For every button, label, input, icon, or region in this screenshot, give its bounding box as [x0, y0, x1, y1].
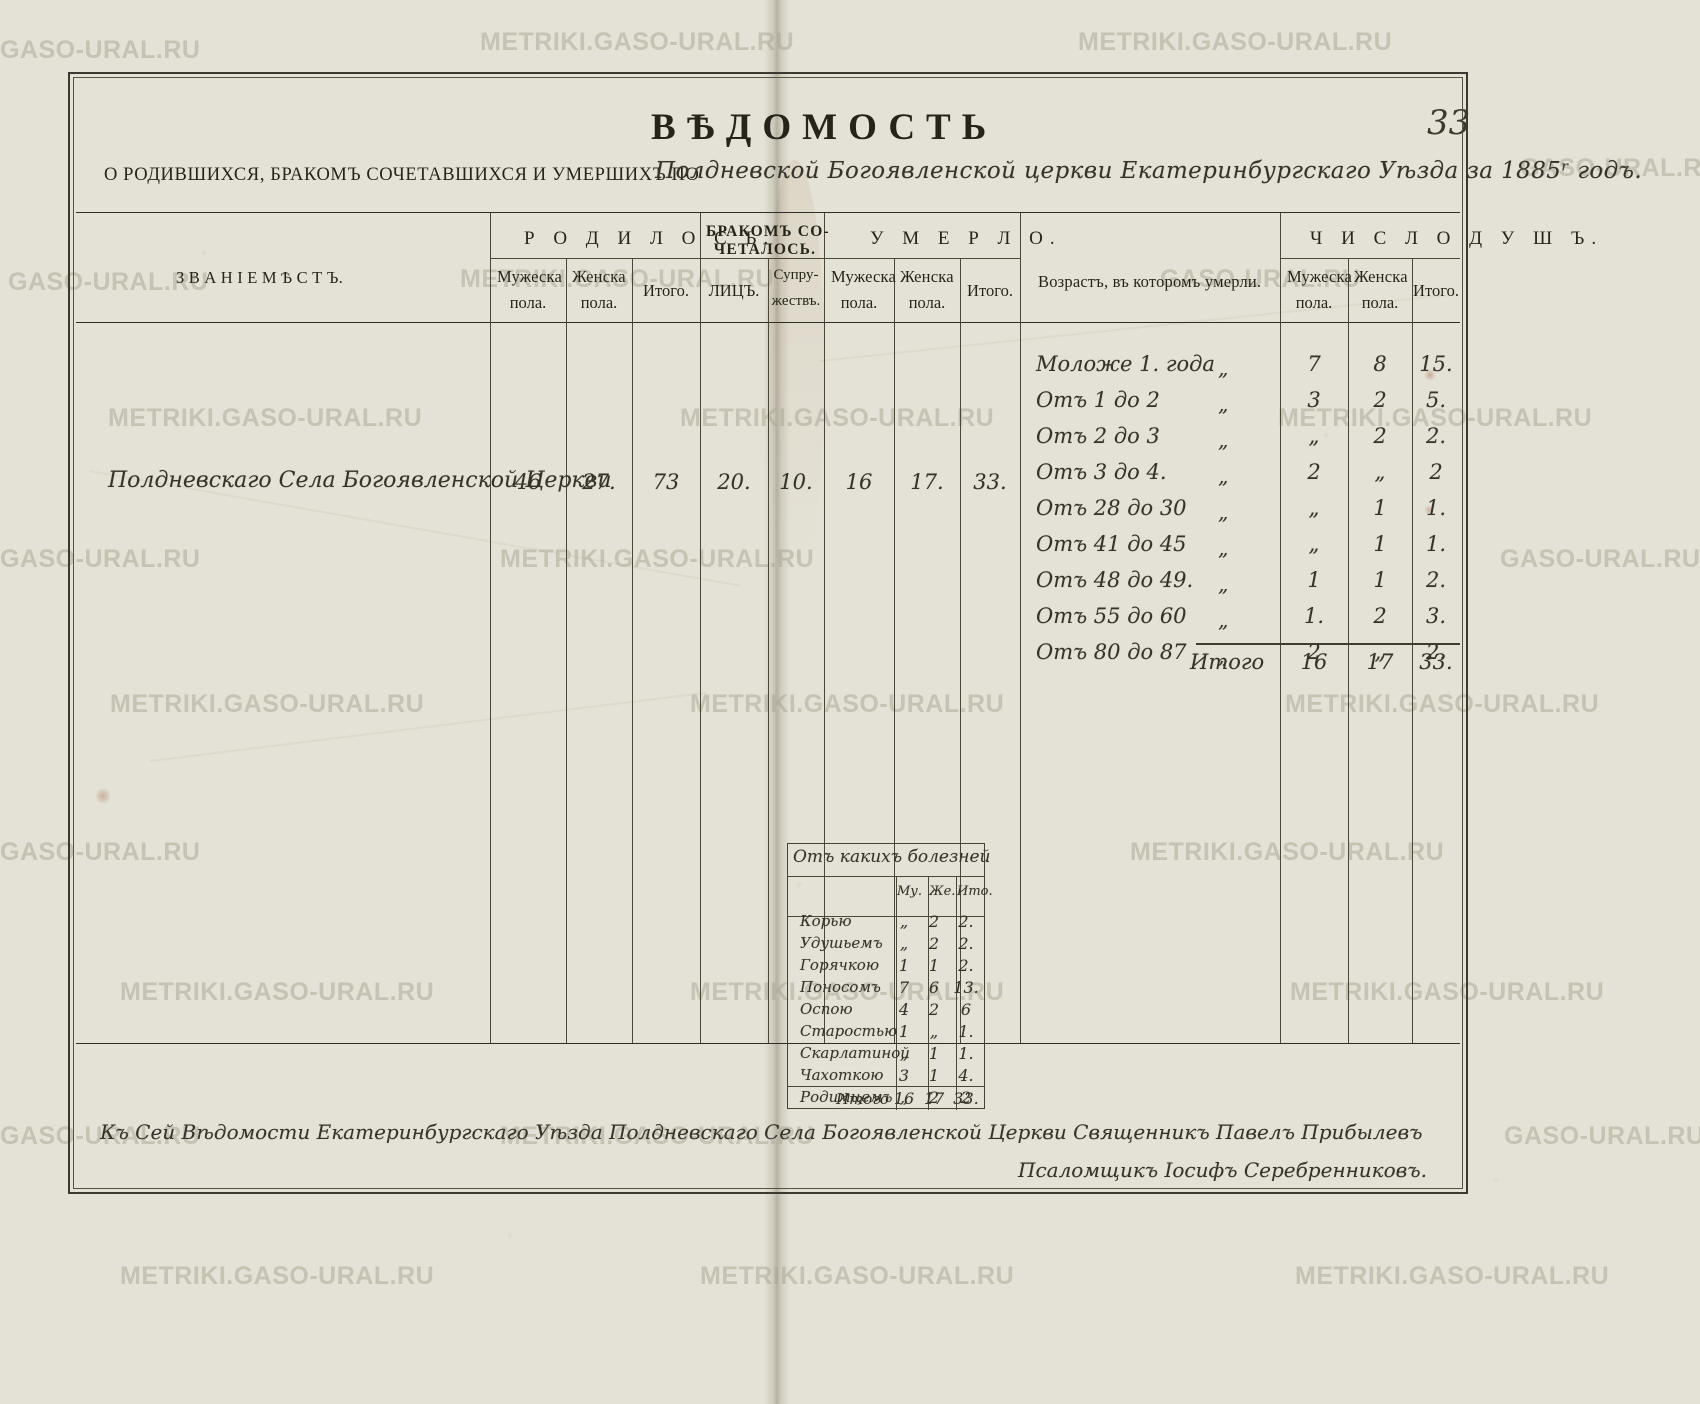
document-border-frame — [68, 72, 1468, 1194]
folio-number: 33 — [1427, 103, 1471, 143]
disease-table-rule-h — [788, 876, 984, 878]
disease-table-rule-h — [788, 1086, 984, 1088]
disease-cause-table — [787, 843, 985, 1110]
disease-table-rule-h — [788, 916, 984, 917]
disease-table-rule-v — [928, 876, 929, 1110]
disease-table-rule-v — [956, 876, 957, 1110]
disease-table-rule-v — [896, 876, 897, 1110]
